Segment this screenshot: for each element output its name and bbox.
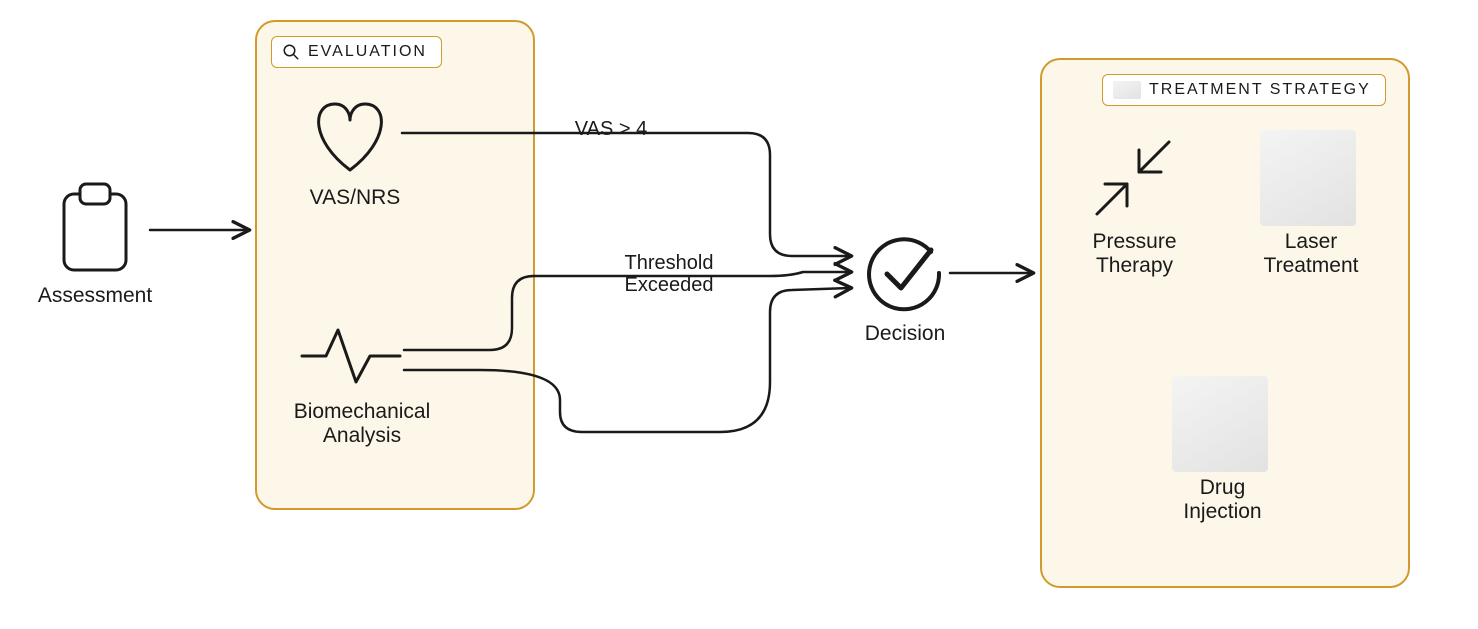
treatment-header: TREATMENT STRATEGY [1102,74,1386,106]
drug-label: Drug Injection [1160,476,1285,524]
biomech-label: Biomechanical Analysis [282,400,442,448]
evaluation-header: EVALUATION [271,36,442,68]
edge-label-vas: VAS > 4 [556,118,666,140]
header-placeholder-icon [1113,81,1141,99]
decision-check-icon [859,228,949,318]
drug-icon-placeholder [1172,376,1268,472]
edge-label-threshold: Threshold Exceeded [604,252,734,296]
laser-icon-placeholder [1260,130,1356,226]
heart-icon [300,92,400,182]
evaluation-header-label: EVALUATION [308,43,427,61]
pressure-label: Pressure Therapy [1072,230,1197,278]
decision-label: Decision [855,322,955,346]
magnifier-icon [282,43,300,61]
laser-label: Laser Treatment [1246,230,1376,278]
vas-label: VAS/NRS [300,186,410,210]
treatment-header-label: TREATMENT STRATEGY [1149,81,1371,99]
compress-arrows-icon [1085,130,1181,226]
assessment-label: Assessment [30,284,160,308]
activity-icon [296,316,406,396]
clipboard-icon [50,178,140,278]
